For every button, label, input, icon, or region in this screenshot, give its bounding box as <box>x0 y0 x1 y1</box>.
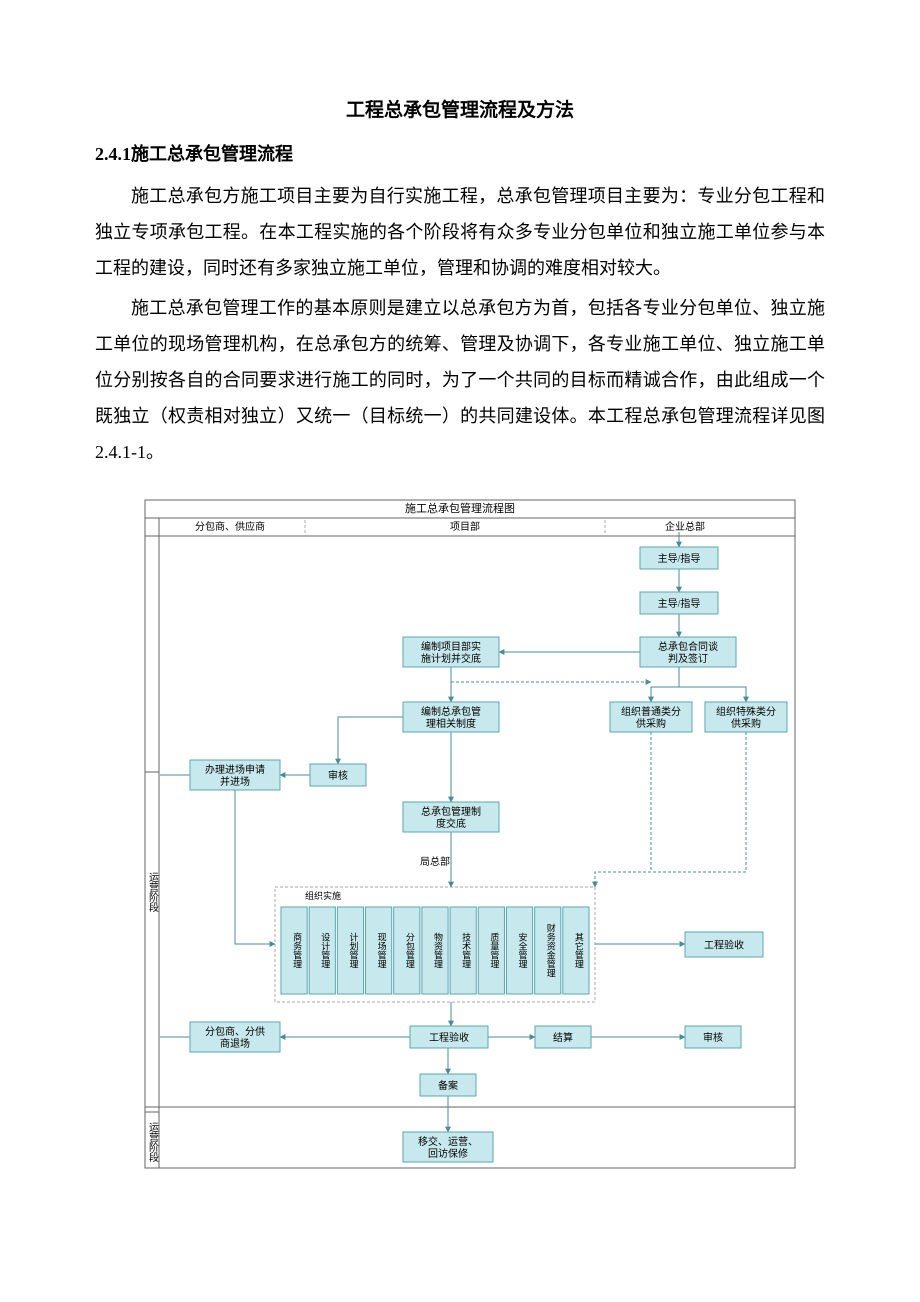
node-label: 工程验收 <box>429 1031 469 1044</box>
node-label: 主导/指导 <box>658 597 701 610</box>
impl-item-label: 质量管理 <box>489 931 499 968</box>
document-page: 工程总承包管理流程及方法 2.4.1施工总承包管理流程 施工总承包方施工项目主要… <box>0 0 920 1302</box>
stage-label: 运营阶段 <box>147 872 159 913</box>
node-label: 总承包合同谈 <box>658 640 718 653</box>
stage-label: 运营阶段 <box>147 1122 159 1163</box>
impl-item-label: 安全管理 <box>518 931 528 968</box>
edge <box>615 732 746 872</box>
paragraph-2: 施工总承包管理工作的基本原则是建立以总承包方为首，包括各专业分包单位、独立施工单… <box>95 290 825 470</box>
impl-item-label: 分包管理 <box>405 932 415 968</box>
node-label: 总承包管理制 <box>421 805 481 818</box>
flowchart-container: 施工总承包管理流程图分包商、供应商项目部企业总部运营阶段运营阶段主导/指导主导/… <box>95 492 825 1172</box>
node-label: 组织特殊类分 <box>716 705 776 718</box>
impl-item-label: 计划管理 <box>348 931 358 968</box>
node-label: 审核 <box>328 769 348 782</box>
impl-item-label: 技术管理 <box>461 931 471 968</box>
edge <box>679 667 746 702</box>
node-label: 分包商、分供 <box>205 1025 265 1038</box>
node-label: 编制项目部实 <box>421 640 481 653</box>
node-label: 办理进场申请 <box>205 763 265 776</box>
impl-item-label: 财务资金管理 <box>546 922 556 977</box>
flowchart-svg: 施工总承包管理流程图分包商、供应商项目部企业总部运营阶段运营阶段主导/指导主导/… <box>115 492 805 1172</box>
node-label: 供采购 <box>636 717 666 730</box>
node-label: 施计划并交底 <box>421 652 481 665</box>
edge <box>651 667 679 702</box>
node-label: 并进场 <box>220 775 250 788</box>
node-label: 审核 <box>703 1031 723 1044</box>
node-label: 结算 <box>553 1031 573 1044</box>
edge <box>235 790 275 944</box>
node-label: 商退场 <box>220 1037 250 1050</box>
edge <box>595 732 651 887</box>
impl-item-label: 现场管理 <box>377 932 387 968</box>
impl-item-label: 物资管理 <box>433 931 443 968</box>
node-label: 编制总承包管 <box>421 705 481 718</box>
section-heading: 2.4.1施工总承包管理流程 <box>95 140 825 166</box>
node-label: 组织普通类分 <box>621 705 681 718</box>
node-label: 移交、运营、 <box>418 1135 478 1148</box>
node-label: 理相关制度 <box>426 717 476 730</box>
node-label: 判及签订 <box>668 652 708 665</box>
col-header: 企业总部 <box>665 520 705 533</box>
impl-item-label: 设计管理 <box>320 932 330 968</box>
node-label: 主导/指导 <box>658 552 701 565</box>
node-label: 工程验收 <box>704 939 744 952</box>
edge <box>338 717 403 764</box>
node-label: 备案 <box>438 1079 458 1092</box>
impl-item-label: 商务管理 <box>292 931 302 968</box>
module-label: 局总部 <box>420 855 450 868</box>
impl-item-label: 其它管理 <box>574 932 584 968</box>
chart-title: 施工总承包管理流程图 <box>405 501 515 515</box>
paragraph-1: 施工总承包方施工项目主要为自行实施工程，总承包管理项目主要为：专业分包工程和独立… <box>95 178 825 286</box>
impl-label: 组织实施 <box>305 890 341 901</box>
page-title: 工程总承包管理流程及方法 <box>95 95 825 122</box>
col-header: 分包商、供应商 <box>195 520 265 533</box>
node-label: 回访保修 <box>428 1147 468 1160</box>
node-label: 供采购 <box>731 717 761 730</box>
node-label: 度交底 <box>436 817 466 830</box>
col-header: 项目部 <box>450 520 480 533</box>
